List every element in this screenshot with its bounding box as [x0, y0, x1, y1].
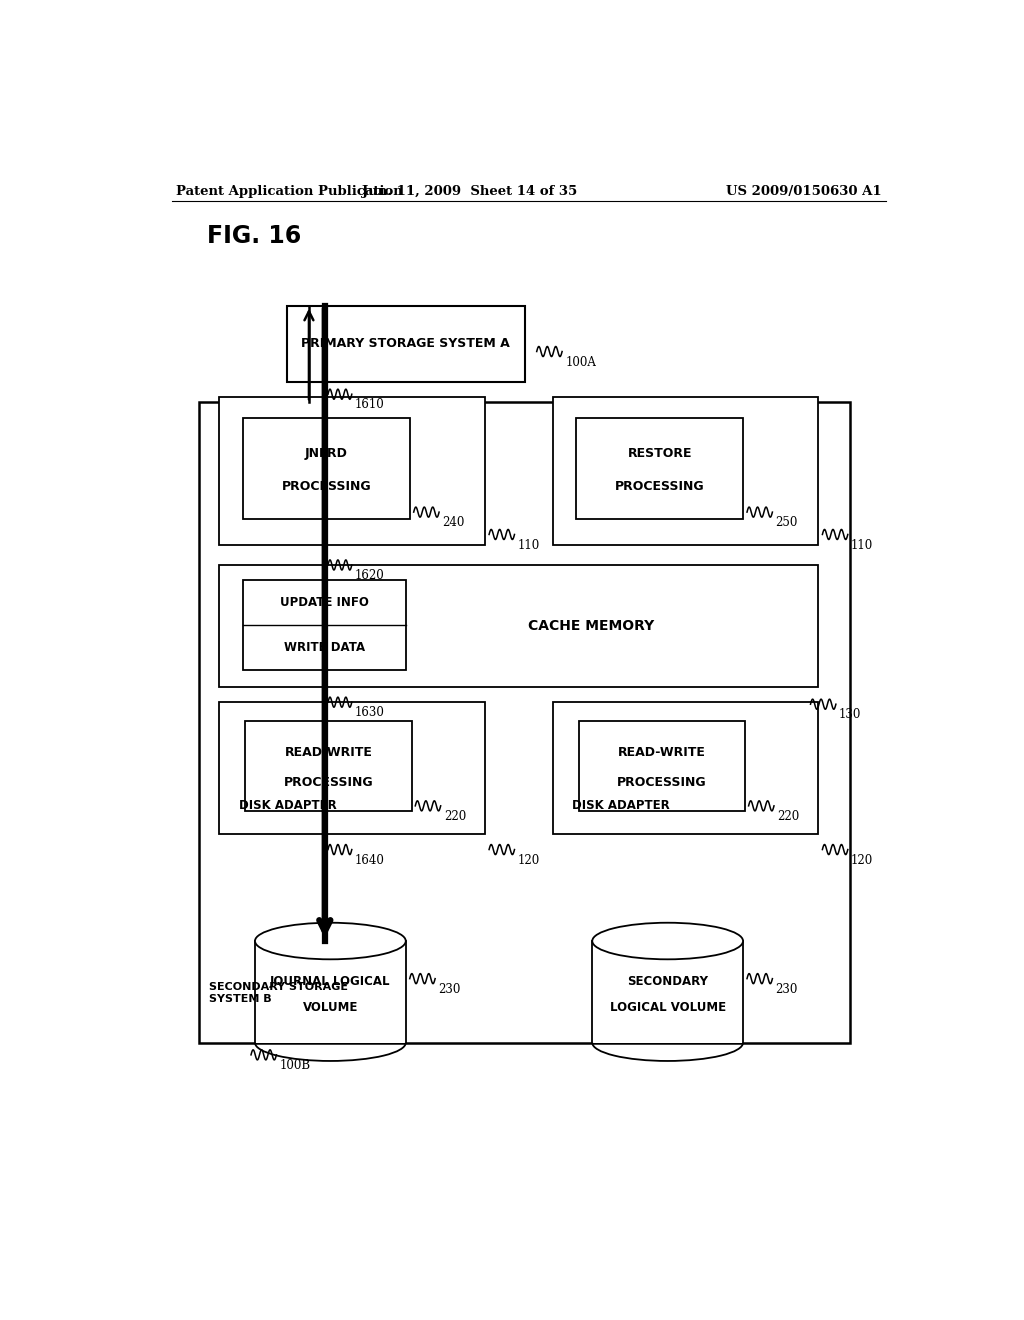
- Text: 220: 220: [443, 810, 466, 822]
- Text: 1620: 1620: [355, 569, 385, 582]
- Text: PROCESSING: PROCESSING: [282, 480, 372, 494]
- Bar: [577, 417, 743, 519]
- Text: PRIMARY STORAGE SYSTEM A: PRIMARY STORAGE SYSTEM A: [301, 338, 510, 350]
- Text: 120: 120: [518, 854, 540, 867]
- Bar: [255, 941, 406, 1043]
- Text: Patent Application Publication: Patent Application Publication: [176, 185, 402, 198]
- Text: 100A: 100A: [565, 355, 596, 368]
- Text: 130: 130: [839, 709, 861, 721]
- Bar: [553, 702, 818, 834]
- Text: 230: 230: [438, 982, 461, 995]
- Text: 1630: 1630: [355, 706, 385, 719]
- Bar: [579, 722, 745, 810]
- Text: 230: 230: [775, 982, 798, 995]
- Text: UPDATE INFO: UPDATE INFO: [280, 597, 369, 609]
- Text: PROCESSING: PROCESSING: [614, 480, 705, 494]
- Text: WRITE DATA: WRITE DATA: [284, 640, 365, 653]
- Text: Jun. 11, 2009  Sheet 14 of 35: Jun. 11, 2009 Sheet 14 of 35: [361, 185, 577, 198]
- Text: DISK ADAPTER: DISK ADAPTER: [240, 799, 337, 812]
- Text: VOLUME: VOLUME: [303, 1001, 358, 1014]
- Bar: [243, 581, 406, 669]
- Text: RESTORE: RESTORE: [628, 446, 692, 459]
- Text: 120: 120: [851, 854, 873, 867]
- Ellipse shape: [592, 923, 743, 960]
- Text: DISK ADAPTER: DISK ADAPTER: [572, 799, 670, 812]
- Text: 1640: 1640: [355, 854, 385, 867]
- Text: PROCESSING: PROCESSING: [617, 776, 707, 789]
- Ellipse shape: [255, 923, 406, 960]
- Bar: [287, 306, 524, 381]
- Text: 1610: 1610: [355, 399, 385, 412]
- Bar: [219, 565, 818, 686]
- Bar: [553, 397, 818, 545]
- Text: 250: 250: [775, 516, 798, 529]
- Text: US 2009/0150630 A1: US 2009/0150630 A1: [726, 185, 882, 198]
- Text: JOURNAL LOGICAL: JOURNAL LOGICAL: [270, 975, 390, 989]
- Bar: [219, 702, 485, 834]
- Bar: [243, 417, 410, 519]
- Text: SECONDARY STORAGE
SYSTEM B: SECONDARY STORAGE SYSTEM B: [209, 982, 348, 1005]
- Text: LOGICAL VOLUME: LOGICAL VOLUME: [609, 1001, 726, 1014]
- Text: 110: 110: [518, 539, 540, 552]
- Text: READ-WRITE: READ-WRITE: [285, 746, 373, 759]
- Text: PROCESSING: PROCESSING: [284, 776, 374, 789]
- Text: SECONDARY: SECONDARY: [627, 975, 709, 989]
- Bar: [200, 403, 850, 1043]
- Bar: [592, 941, 743, 1043]
- Text: CACHE MEMORY: CACHE MEMORY: [527, 619, 654, 634]
- Bar: [219, 397, 485, 545]
- Text: READ-WRITE: READ-WRITE: [618, 746, 706, 759]
- Bar: [592, 941, 743, 1043]
- Text: 240: 240: [442, 516, 465, 529]
- Text: 220: 220: [777, 810, 800, 822]
- Text: FIG. 16: FIG. 16: [207, 224, 302, 248]
- Text: JNLRD: JNLRD: [305, 446, 348, 459]
- Text: 110: 110: [851, 539, 873, 552]
- Text: 100B: 100B: [280, 1059, 310, 1072]
- Bar: [255, 941, 406, 1043]
- Bar: [246, 722, 412, 810]
